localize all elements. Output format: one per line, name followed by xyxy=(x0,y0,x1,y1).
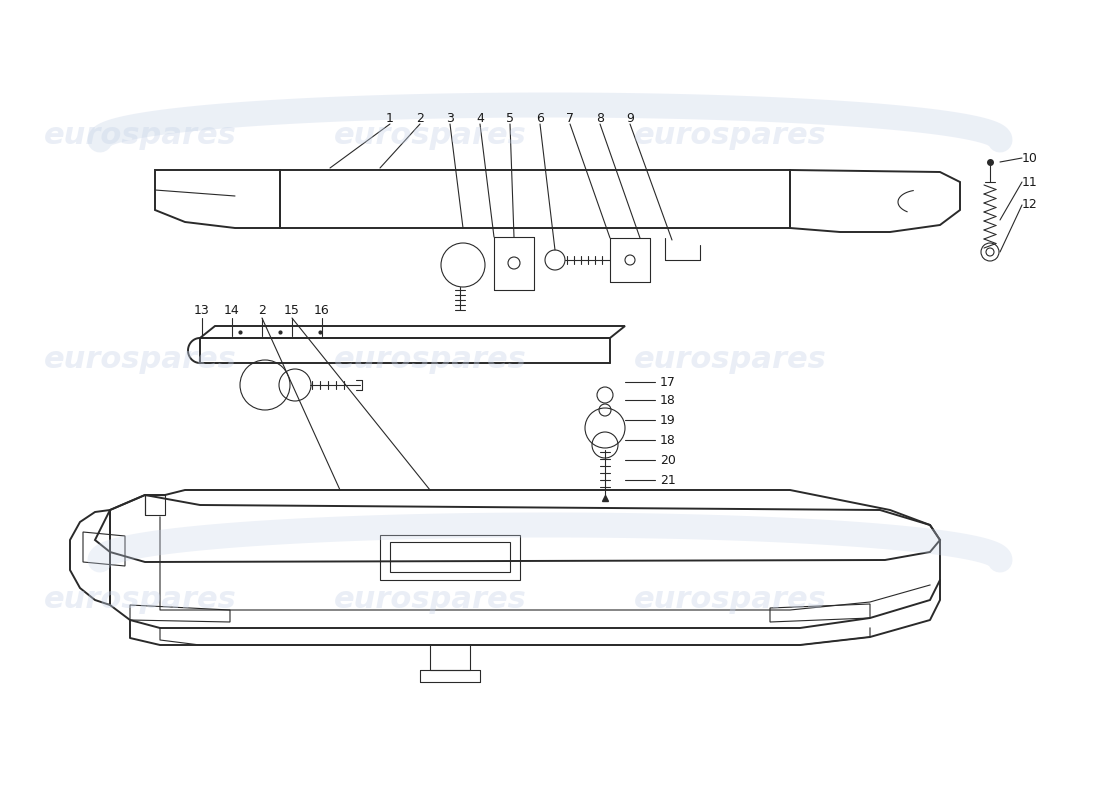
Text: eurospares: eurospares xyxy=(333,346,527,374)
Text: 18: 18 xyxy=(660,434,675,446)
Text: 13: 13 xyxy=(194,303,210,317)
Text: 8: 8 xyxy=(596,111,604,125)
Text: 19: 19 xyxy=(660,414,675,426)
Text: 9: 9 xyxy=(626,111,634,125)
Text: eurospares: eurospares xyxy=(333,121,527,150)
Text: 5: 5 xyxy=(506,111,514,125)
Text: eurospares: eurospares xyxy=(634,346,826,374)
Text: eurospares: eurospares xyxy=(634,121,826,150)
Text: 10: 10 xyxy=(1022,151,1038,165)
Text: 21: 21 xyxy=(660,474,675,486)
Text: 1: 1 xyxy=(386,111,394,125)
Text: 6: 6 xyxy=(536,111,543,125)
Text: eurospares: eurospares xyxy=(44,586,236,614)
Text: 2: 2 xyxy=(258,303,266,317)
Text: 17: 17 xyxy=(660,375,675,389)
Text: 12: 12 xyxy=(1022,198,1038,211)
Text: eurospares: eurospares xyxy=(44,121,236,150)
Text: 11: 11 xyxy=(1022,175,1038,189)
Text: 20: 20 xyxy=(660,454,675,466)
Text: 4: 4 xyxy=(476,111,484,125)
Text: eurospares: eurospares xyxy=(634,586,826,614)
Text: eurospares: eurospares xyxy=(44,346,236,374)
Text: 2: 2 xyxy=(416,111,424,125)
Text: eurospares: eurospares xyxy=(333,586,527,614)
Text: 3: 3 xyxy=(447,111,454,125)
Text: 15: 15 xyxy=(284,303,300,317)
Text: 14: 14 xyxy=(224,303,240,317)
Text: 16: 16 xyxy=(315,303,330,317)
Text: 18: 18 xyxy=(660,394,675,406)
Text: 7: 7 xyxy=(566,111,574,125)
